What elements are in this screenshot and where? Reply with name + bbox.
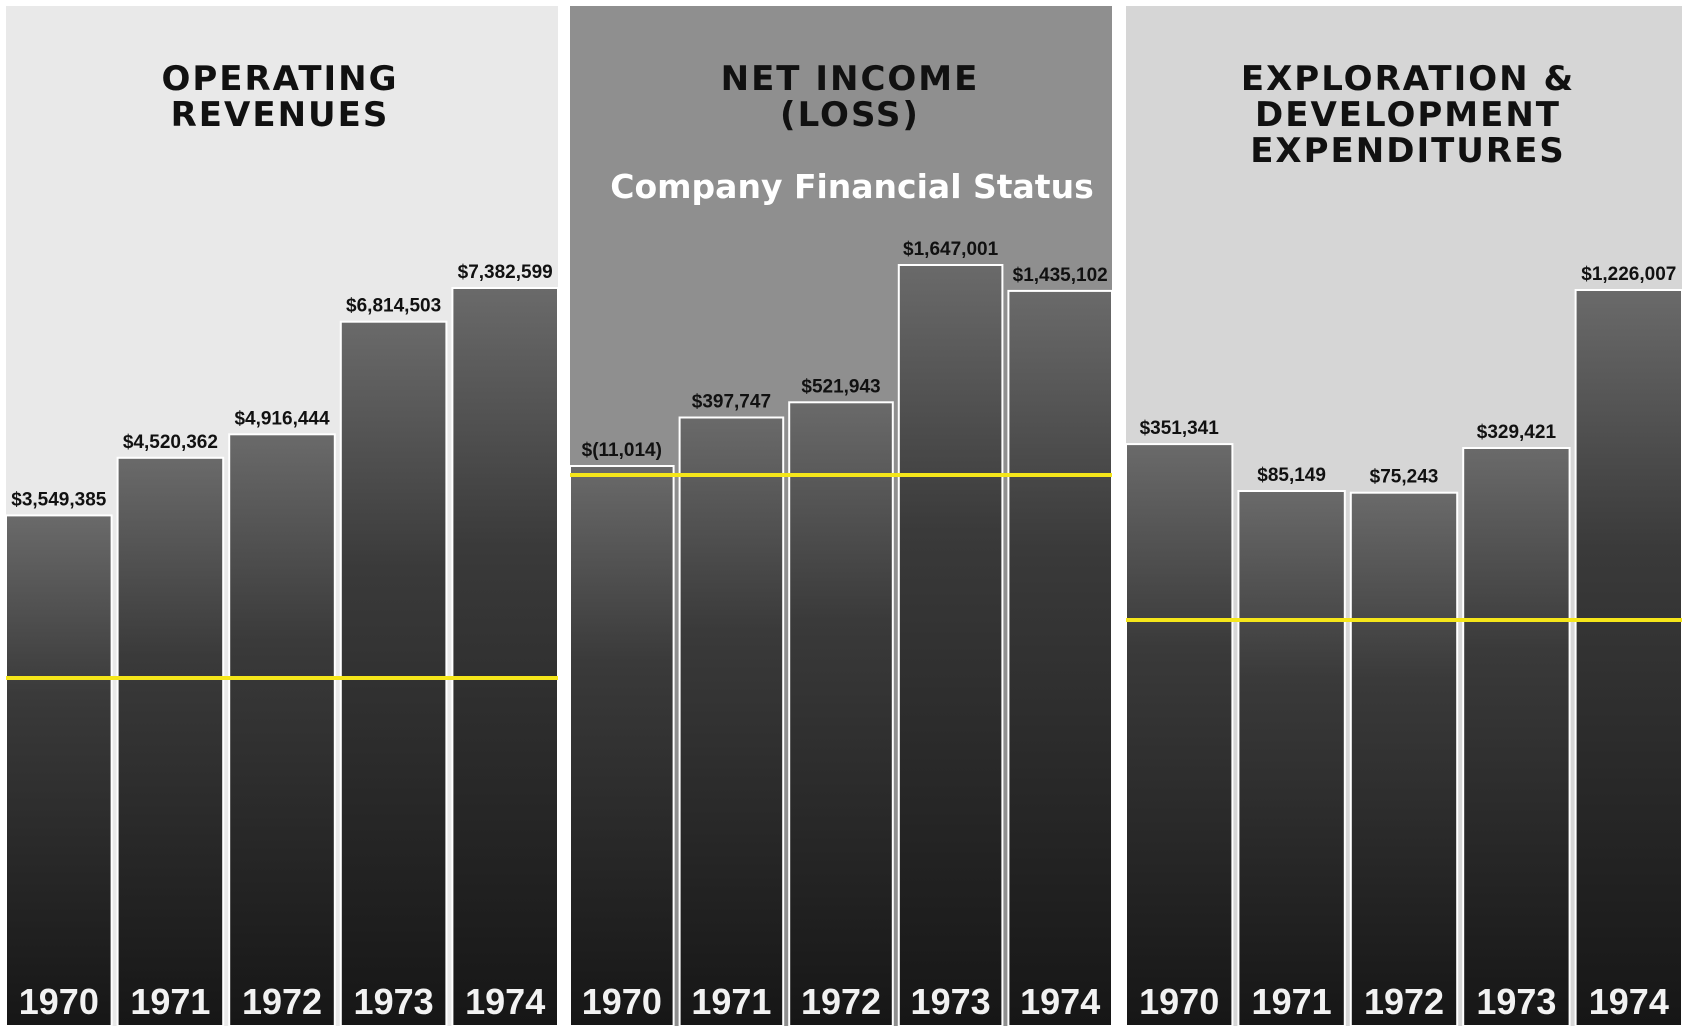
year-label: 1970	[1139, 981, 1219, 1022]
bar-1972	[228, 433, 336, 1027]
bar-1972	[1349, 491, 1459, 1027]
year-label: 1971	[691, 981, 771, 1022]
value-label: $4,520,362	[123, 432, 218, 453]
year-label: 1972	[1364, 981, 1444, 1022]
value-label: $6,814,503	[346, 296, 441, 317]
reference-lines-layer	[6, 473, 1682, 680]
panel-title-net-income: NET INCOME (LOSS)	[721, 59, 980, 135]
value-label: $75,243	[1370, 467, 1439, 488]
year-label: 1973	[354, 981, 434, 1022]
panel-title-line: OPERATING	[161, 59, 398, 99]
value-label: $1,435,102	[1013, 265, 1108, 286]
year-label: 1972	[242, 981, 322, 1022]
panel-title-line: EXPLORATION &	[1241, 59, 1575, 99]
year-label: 1973	[1476, 981, 1556, 1022]
value-label: $4,916,444	[234, 408, 330, 429]
bar-1973	[1462, 447, 1571, 1027]
panel-title-line: NET INCOME	[721, 59, 980, 99]
labels-layer: $3,549,385 1970 $4,520,362 1971 $4,916,444 19…	[11, 239, 1676, 1022]
bar-1970	[1125, 443, 1234, 1028]
bar-1970	[5, 514, 113, 1028]
panel-title-line: EXPENDITURES	[1250, 131, 1566, 171]
year-label: 1974	[465, 981, 545, 1022]
bar-1974	[451, 287, 559, 1027]
year-label: 1972	[801, 981, 881, 1022]
year-label: 1974	[1589, 981, 1669, 1022]
year-label: 1973	[911, 981, 991, 1022]
panel-title-line: (LOSS)	[780, 95, 920, 135]
bars-layer	[5, 264, 1683, 1028]
panel-title-exploration: EXPLORATION & DEVELOPMENT EXPENDITURES	[1241, 59, 1575, 171]
panel-title-line: DEVELOPMENT	[1255, 95, 1561, 135]
value-label: $(11,014)	[582, 440, 662, 461]
year-label: 1971	[1252, 981, 1332, 1022]
overlay-title: Company Financial Status	[610, 167, 1093, 206]
year-label: 1970	[19, 981, 99, 1022]
panel-title-revenues: OPERATING REVENUES	[161, 59, 398, 135]
bar-1973	[339, 320, 448, 1027]
value-label: $397,747	[692, 392, 771, 413]
year-label: 1970	[582, 981, 662, 1022]
value-label: $521,943	[801, 376, 880, 397]
bar-1974	[1574, 289, 1683, 1027]
value-label: $1,647,001	[903, 239, 999, 260]
bar-1971	[678, 416, 785, 1027]
value-label: $7,382,599	[458, 262, 553, 283]
value-label: $351,341	[1140, 418, 1220, 439]
panel-title-line: REVENUES	[171, 95, 390, 135]
value-label: $329,421	[1477, 422, 1557, 443]
value-label: $1,226,007	[1581, 264, 1676, 285]
bar-1973	[897, 264, 1004, 1027]
bar-1971	[1237, 490, 1346, 1027]
year-label: 1974	[1020, 981, 1100, 1022]
bar-1974	[1007, 289, 1114, 1027]
value-label: $3,549,385	[11, 489, 107, 510]
bar-1972	[788, 401, 894, 1027]
bar-1970	[569, 465, 675, 1027]
year-label: 1971	[130, 981, 210, 1022]
bar-1971	[116, 456, 225, 1027]
value-label: $85,149	[1257, 465, 1326, 486]
